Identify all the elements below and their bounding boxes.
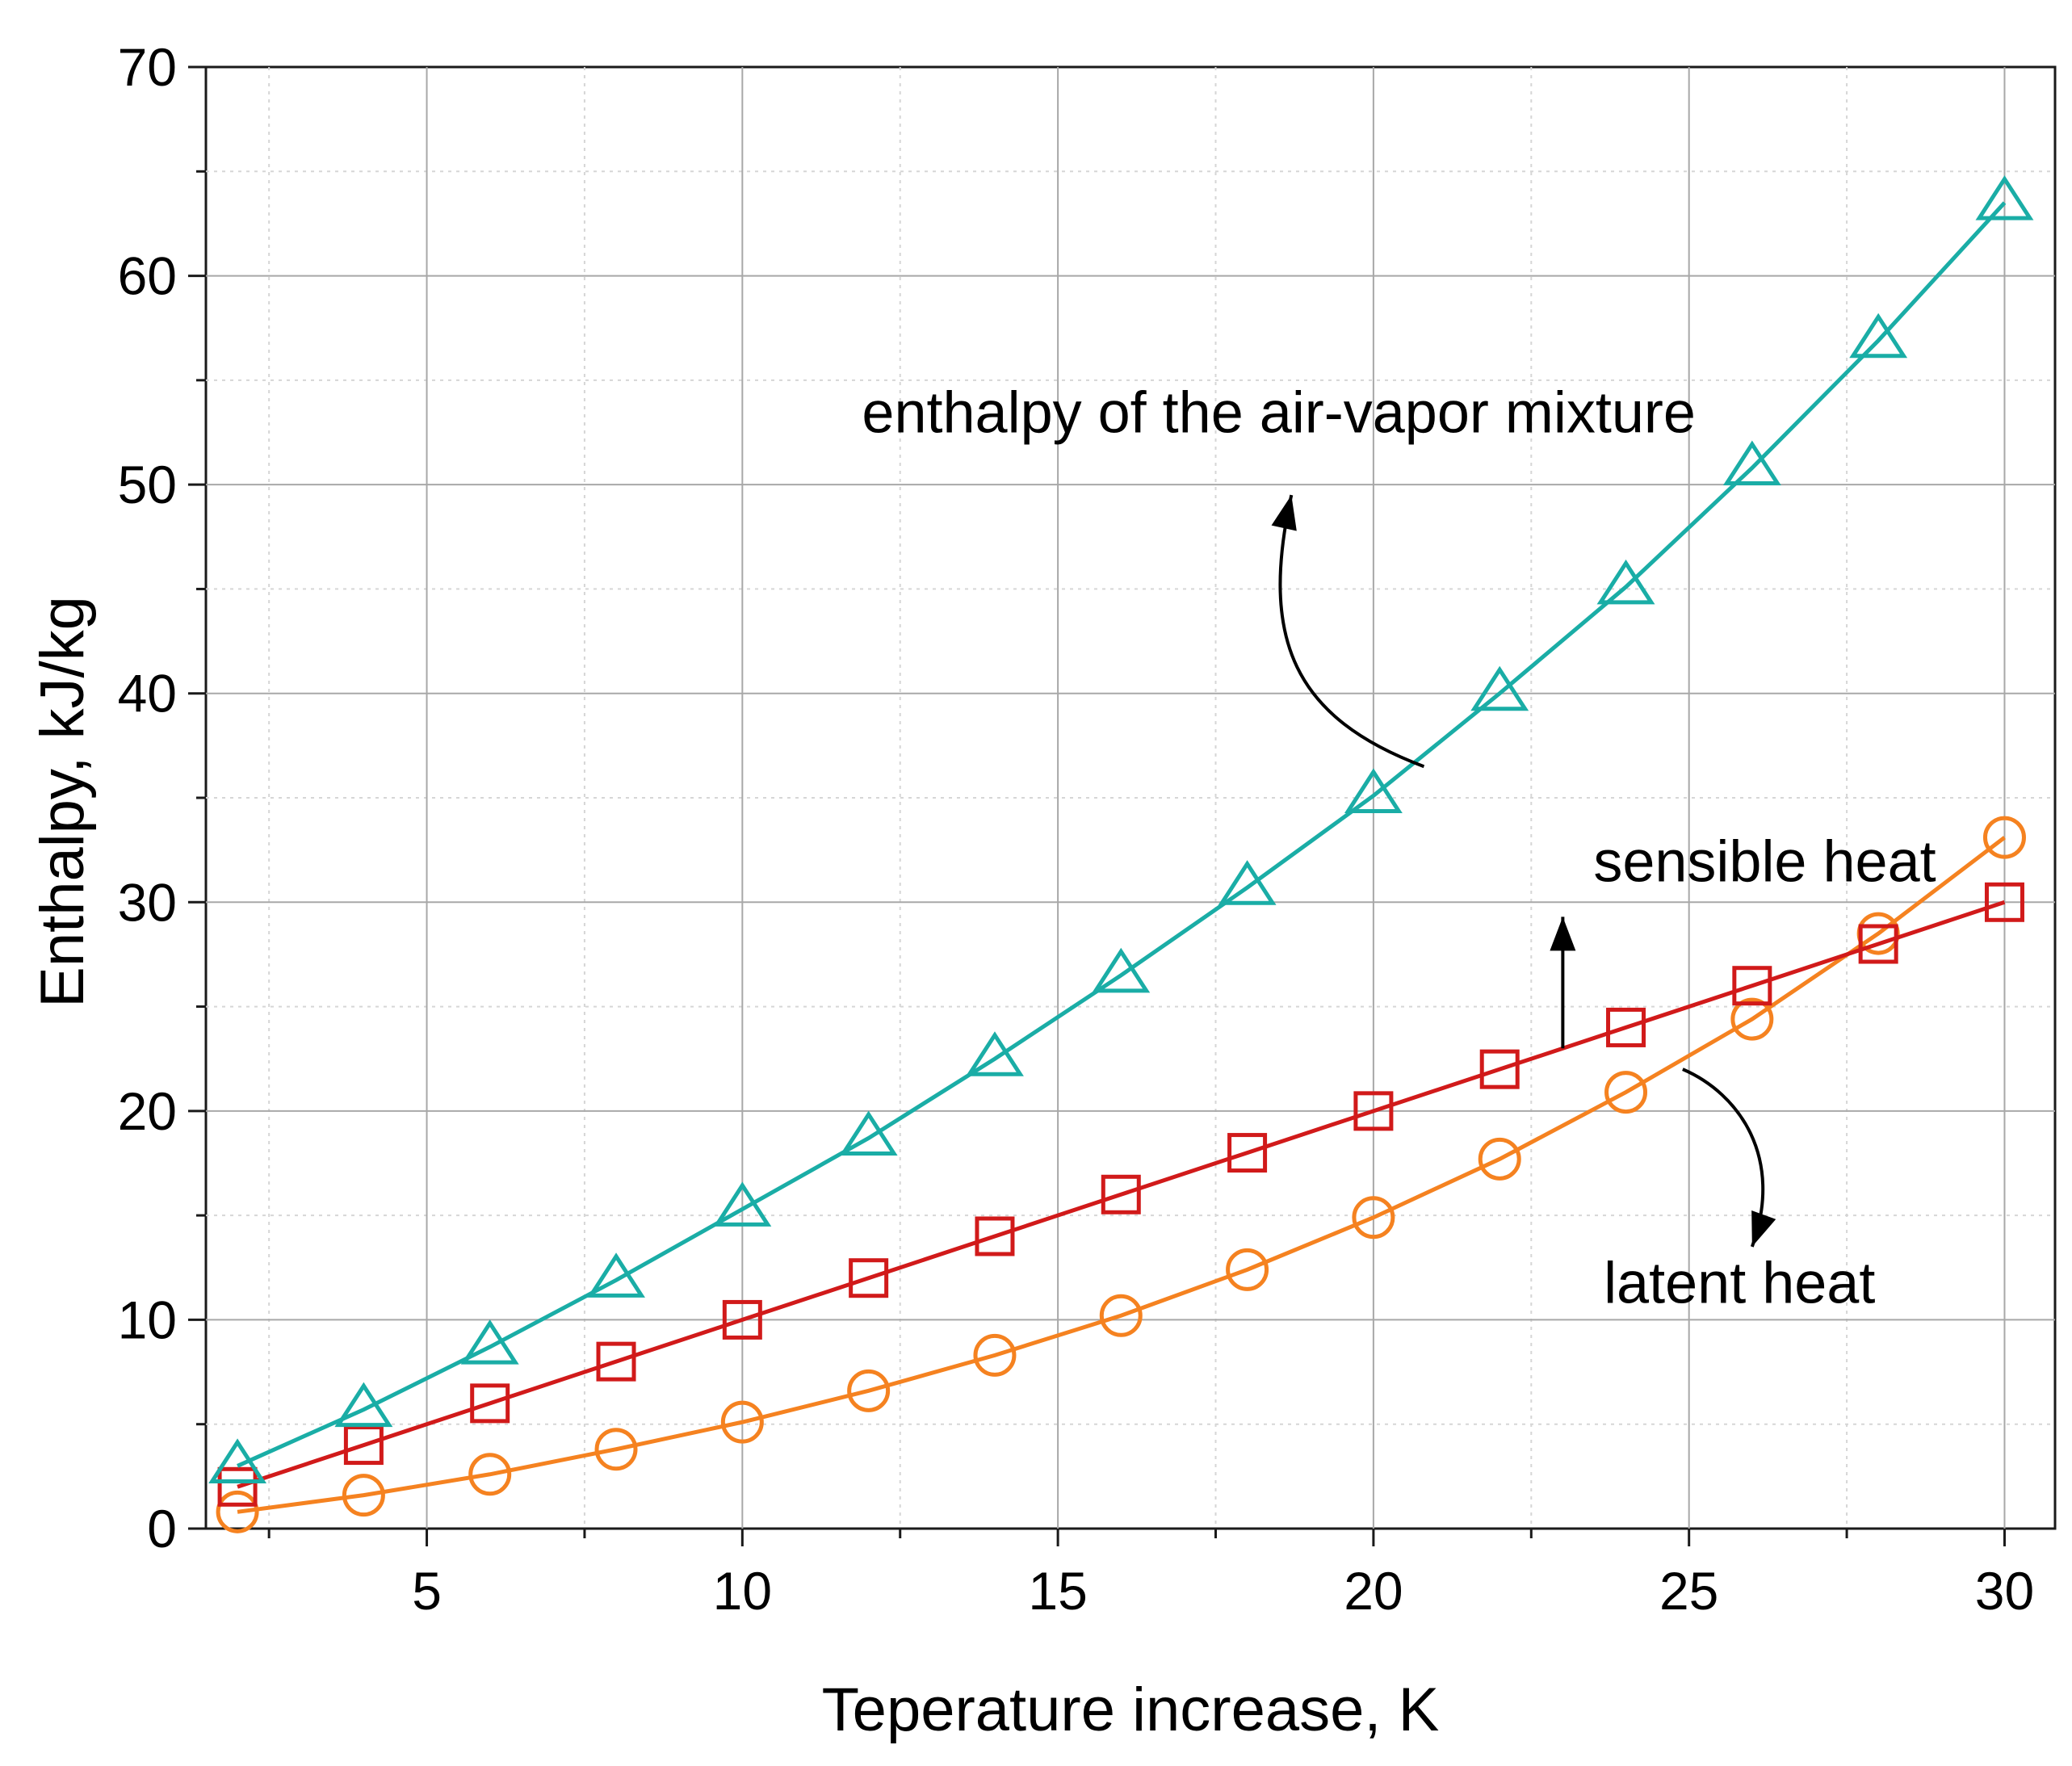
circle-marker [216,1490,259,1533]
square-marker [1479,1049,1520,1089]
triangle-marker [966,1031,1024,1076]
series-layer [208,175,2034,1533]
series-enthalpy-of-the-air-vapor-mixture [208,175,2034,1483]
triangle-marker [1470,665,1529,711]
circle-marker [1730,997,1774,1041]
triangle-marker [1849,313,1908,359]
circle-marker [1982,816,2026,859]
y-tick-label: 20 [118,1081,177,1141]
x-tick-label: 5 [412,1561,442,1621]
annotation-enthalpy-of-the-air-vapor-mixture: enthalpy of the air-vapor mixture [862,381,1696,446]
series-sensible-heat [217,882,2024,1507]
triangle-marker [334,1382,393,1428]
circle-marker [1352,1196,1395,1240]
y-tick-label: 10 [118,1290,177,1349]
square-marker [470,1383,510,1424]
triangle-marker [713,1181,772,1227]
square-marker [1606,1007,1646,1047]
y-axis-title: Enthalpy, kJ/kg [28,596,97,1008]
triangle-marker [1344,768,1403,813]
annotation-arrow-line [1278,494,1425,769]
y-tick-label: 30 [118,872,177,932]
triangle-marker [1596,559,1655,605]
triangle-marker [1092,947,1151,993]
circle-marker [1604,1071,1648,1114]
series-line [237,900,2006,1489]
series-line [237,836,2006,1514]
square-marker [1732,966,1772,1006]
square-marker [343,1425,384,1466]
annotation-arrow-head [1271,495,1297,531]
circle-marker [1226,1248,1269,1291]
square-marker [1353,1091,1394,1131]
square-marker [849,1258,889,1298]
x-axis-title: Teperature increase, K [822,1676,1440,1744]
square-marker [217,1466,258,1507]
x-tick-label: 15 [1028,1561,1087,1621]
square-marker [975,1216,1015,1256]
triangle-marker [1722,440,1781,485]
triangle-marker [839,1110,898,1156]
annotation-arrow-line [1682,1068,1765,1248]
x-tick-label: 10 [713,1561,772,1621]
triangle-marker [587,1252,645,1298]
x-tick-label: 25 [1659,1561,1718,1621]
circle-marker [1099,1294,1143,1337]
square-marker [1858,924,1898,964]
triangle-marker [1218,860,1277,905]
grid-lines [206,67,2055,1529]
square-marker [722,1299,762,1340]
annotation-sensible-heat: sensible heat [1593,829,1936,894]
annotation-latent-heat: latent heat [1604,1252,1875,1316]
annotation-layer: enthalpy of the air-vapor mixture sensibl… [862,381,1936,1316]
circle-marker [847,1369,891,1412]
series-line [237,201,2007,1468]
annotation-arrow-head [1550,917,1576,951]
annotation-arrow-head [1751,1210,1776,1247]
circle-marker [1478,1137,1521,1181]
y-tick-label: 0 [147,1499,177,1558]
triangle-marker [460,1319,519,1365]
x-tick-label: 30 [1975,1561,2034,1621]
y-tick-label: 60 [118,246,177,306]
square-marker [596,1341,636,1382]
square-marker [1101,1174,1141,1214]
square-marker [1984,882,2024,922]
circle-marker [342,1474,385,1517]
triangle-marker [1975,175,2034,220]
y-tick-label: 40 [118,664,177,724]
x-tick-label: 20 [1344,1561,1403,1621]
y-tick-label: 70 [118,37,177,97]
square-marker [1227,1133,1268,1173]
circle-marker [720,1400,764,1444]
series-latent-heat [216,816,2026,1533]
triangle-marker [208,1438,267,1483]
axes: 0 10 20 30 40 50 60 70 5 10 15 20 25 30 [118,37,2035,1621]
circle-marker [468,1453,512,1496]
circle-marker [594,1428,638,1471]
y-tick-label: 50 [118,455,177,514]
circle-marker [973,1333,1017,1377]
